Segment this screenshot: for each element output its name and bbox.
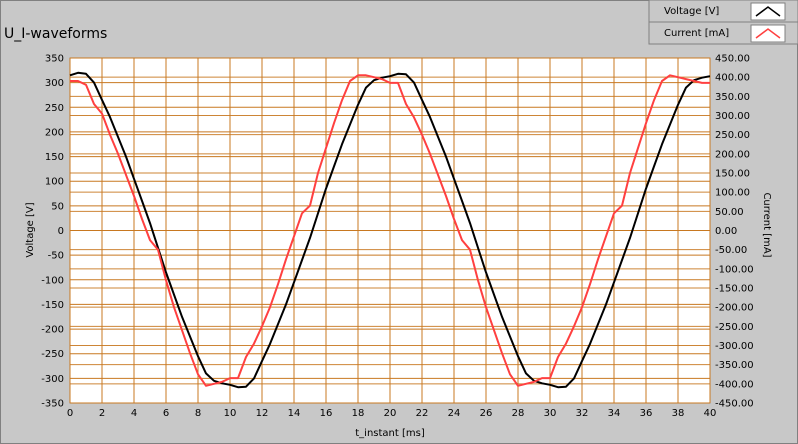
legend-swatch-current: [750, 24, 786, 43]
x-tick-label: 32: [576, 408, 589, 419]
x-tick-label: 14: [288, 408, 301, 419]
x-tick-label: 18: [352, 408, 365, 419]
y-tick-label: 300: [45, 78, 64, 89]
y2-tick-label: 450.00: [715, 54, 750, 65]
y-tick-label: -200: [41, 325, 64, 336]
x-tick-label: 28: [512, 408, 525, 419]
y-tick-label: -350: [41, 399, 64, 410]
x-tick-label: 16: [320, 408, 333, 419]
y2-tick-label: -300.00: [715, 341, 754, 352]
y2-tick-label: 250.00: [715, 130, 750, 141]
legend-label-voltage: Voltage [V]: [664, 6, 719, 17]
y-tick-label: 150: [45, 152, 64, 163]
grid-lines: [69, 57, 711, 404]
y-axis-ticks: 350 300 250 200 150 100 50 0 -50 -100 -150 -200 -250…: [41, 54, 64, 410]
x-tick-label: 38: [672, 408, 685, 419]
x-tick-label: 26: [480, 408, 493, 419]
y2-axis-title: Current [mA]: [761, 192, 772, 257]
y2-axis-ticks: 450.00 400.00 350.00 300.00 250.00 200.00 150.…: [715, 54, 754, 410]
legend-label-current: Current [mA]: [664, 28, 729, 39]
y2-tick-label: 350.00: [715, 92, 750, 103]
y-tick-label: -250: [41, 349, 64, 360]
legend-swatch-voltage: [750, 2, 786, 21]
y2-tick-label: -200.00: [715, 303, 754, 314]
y2-tick-label: 300.00: [715, 111, 750, 122]
y2-tick-label: -400.00: [715, 379, 754, 390]
chart-title: U_I-waveforms: [4, 26, 107, 42]
x-tick-label: 4: [131, 408, 137, 419]
legend-current-icon: [755, 28, 781, 39]
y-tick-label: 350: [45, 54, 64, 65]
y-tick-label: -50: [48, 251, 64, 262]
y-tick-label: 250: [45, 103, 64, 114]
y2-tick-label: 0.00: [715, 226, 737, 237]
y2-tick-label: 100.00: [715, 188, 750, 199]
x-tick-label: 2: [99, 408, 105, 419]
y2-tick-label: -150.00: [715, 284, 754, 295]
x-axis-ticks: 0 2 4 6 8 10 12 14 16 18 20 22 24 26 28 30 32 34 36 38 40: [67, 408, 717, 419]
y-tick-label: -100: [41, 275, 64, 286]
y2-tick-label: 50.00: [715, 207, 744, 218]
x-tick-label: 22: [416, 408, 429, 419]
x-tick-label: 24: [448, 408, 461, 419]
x-axis-title: t_instant [ms]: [355, 428, 425, 439]
y2-tick-label: 400.00: [715, 73, 750, 84]
x-tick-label: 36: [640, 408, 653, 419]
legend: Voltage [V] Current [mA]: [648, 0, 798, 45]
y-tick-label: 200: [45, 127, 64, 138]
legend-voltage-icon: [755, 6, 781, 17]
y2-tick-label: 200.00: [715, 149, 750, 160]
series-layer: [69, 71, 711, 389]
y2-tick-label: -100.00: [715, 264, 754, 275]
x-tick-label: 10: [224, 408, 237, 419]
series-line-voltage: [69, 71, 711, 389]
series-line-current: [70, 74, 710, 387]
y-tick-label: 50: [51, 201, 64, 212]
x-tick-label: 8: [195, 408, 201, 419]
x-tick-label: 12: [256, 408, 269, 419]
x-tick-label: 6: [163, 408, 169, 419]
x-tick-label: 30: [544, 408, 557, 419]
y-tick-label: 100: [45, 177, 64, 188]
y-tick-label: 0: [58, 226, 64, 237]
y2-tick-label: -450.00: [715, 399, 754, 410]
x-tick-label: 34: [608, 408, 621, 419]
y2-tick-label: 150.00: [715, 169, 750, 180]
y-tick-label: -150: [41, 300, 64, 311]
y-axis-title: Voltage [V]: [25, 202, 36, 257]
y-tick-label: -300: [41, 374, 64, 385]
x-tick-label: 20: [384, 408, 397, 419]
y2-tick-label: -50.00: [715, 245, 747, 256]
y2-tick-label: -250.00: [715, 322, 754, 333]
y2-tick-label: -350.00: [715, 360, 754, 371]
x-tick-label: 0: [67, 408, 73, 419]
x-tick-label: 40: [704, 408, 717, 419]
